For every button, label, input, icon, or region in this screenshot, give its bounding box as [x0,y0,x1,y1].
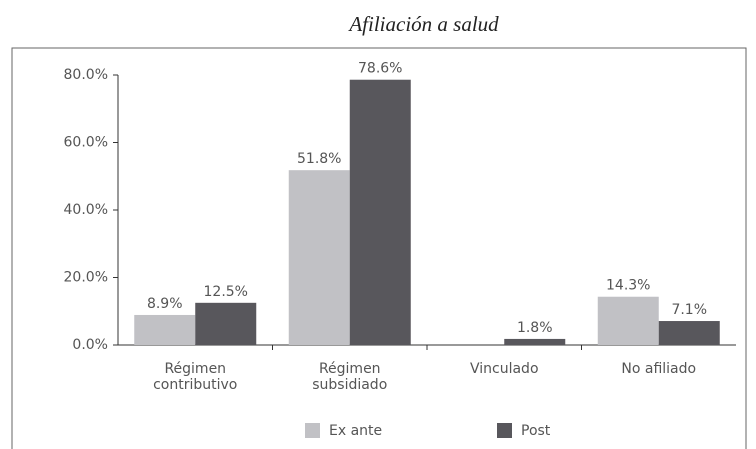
x-tick-label: No afiliado [621,361,696,377]
x-tick-label: Régimen contributivo [153,361,237,393]
y-tick-label: 20.0% [64,270,108,286]
y-tick-label: 80.0% [64,67,108,83]
bar [504,338,566,345]
bar [195,302,257,345]
legend-label: Ex ante [329,423,382,439]
data-label: 1.8% [517,320,553,336]
data-label: 51.8% [297,151,341,167]
legend-swatch [497,423,512,438]
y-tick-label: 60.0% [64,135,108,151]
x-tick-label: Vinculado [470,361,539,377]
bar [134,314,196,345]
frame [11,47,747,449]
data-label: 12.5% [204,284,248,300]
data-label: 7.1% [671,302,707,318]
data-label: 14.3% [606,278,650,294]
data-label: 8.9% [147,296,183,312]
y-tick-label: 40.0% [64,202,108,218]
bar [288,170,350,345]
x-tick-label: Régimen subsidiado [312,361,387,393]
bar [658,321,720,345]
chart-title: Afiliación a salud [347,12,499,36]
bar [349,79,411,345]
legend-label: Post [521,423,551,439]
data-label: 78.6% [358,61,402,77]
legend-swatch [305,423,320,438]
y-tick-label: 0.0% [72,337,108,353]
bar [597,296,659,345]
